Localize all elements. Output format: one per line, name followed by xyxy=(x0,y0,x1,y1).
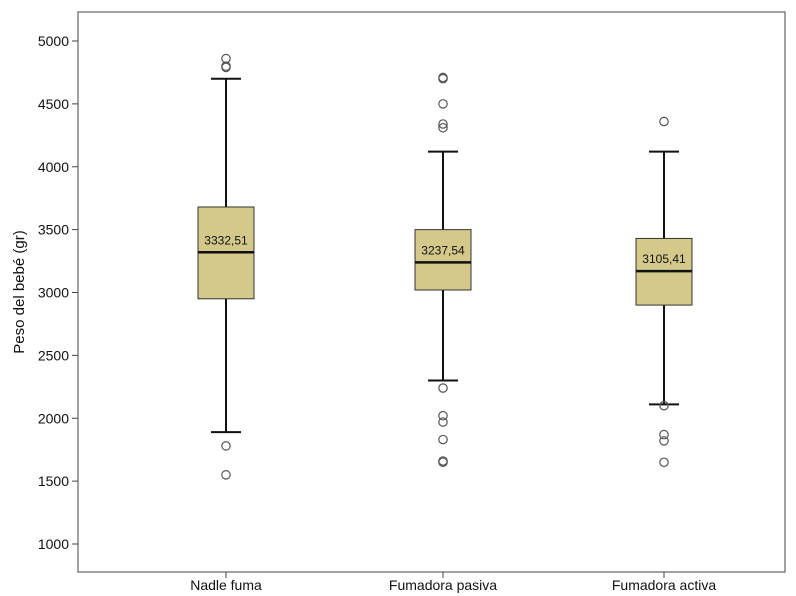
x-tick-label: Nadle fuma xyxy=(190,577,262,593)
box-2: 3237,54 xyxy=(414,72,472,468)
y-tick-label: 3500 xyxy=(38,222,69,238)
x-tick-label: Fumadora pasiva xyxy=(389,577,497,593)
y-tick-label: 4500 xyxy=(38,96,69,112)
outlier-point xyxy=(438,383,448,393)
outlier-point xyxy=(659,457,669,468)
x-tick-label: Fumadora activa xyxy=(612,577,716,593)
outlier-point xyxy=(438,456,448,466)
box-1: 3332,51 xyxy=(197,53,255,480)
y-axis: 1000 1500 2000 2500 3000 3500 4000 4500 5000 xyxy=(38,33,78,552)
box-iqr xyxy=(414,229,472,291)
outlier-point xyxy=(659,116,669,127)
mean-label: 3332,51 xyxy=(204,233,248,247)
box-series: 3332,51 3237,54 3105,41 xyxy=(197,53,693,480)
outlier-point xyxy=(438,122,448,133)
outlier-point xyxy=(221,441,231,451)
outlier-point xyxy=(659,436,669,446)
outlier-point xyxy=(438,434,448,445)
outlier-point xyxy=(659,429,669,440)
outlier-point xyxy=(221,470,231,480)
y-tick-label: 4000 xyxy=(38,159,69,175)
y-tick-label: 2500 xyxy=(38,347,69,363)
outlier-point xyxy=(221,53,231,64)
outlier-point xyxy=(221,61,231,71)
outlier-point xyxy=(438,410,448,421)
y-tick-label: 5000 xyxy=(38,33,69,49)
y-tick-label: 1000 xyxy=(38,536,69,552)
y-tick-label: 3000 xyxy=(38,285,69,301)
y-tick-label: 1500 xyxy=(38,473,69,489)
outlier-point xyxy=(438,119,448,129)
outlier-point xyxy=(438,72,448,83)
x-axis: Nadle fuma Fumadora pasiva Fumadora activa xyxy=(190,572,716,593)
outlier-point xyxy=(438,417,448,427)
outlier-point xyxy=(659,400,669,411)
mean-label: 3105,41 xyxy=(642,252,686,266)
outlier-point xyxy=(438,99,448,109)
y-axis-title: Peso del bebé (gr) xyxy=(11,230,28,353)
box-3: 3105,41 xyxy=(635,116,693,468)
mean-label: 3237,54 xyxy=(421,243,465,257)
y-tick-label: 2000 xyxy=(38,410,69,426)
